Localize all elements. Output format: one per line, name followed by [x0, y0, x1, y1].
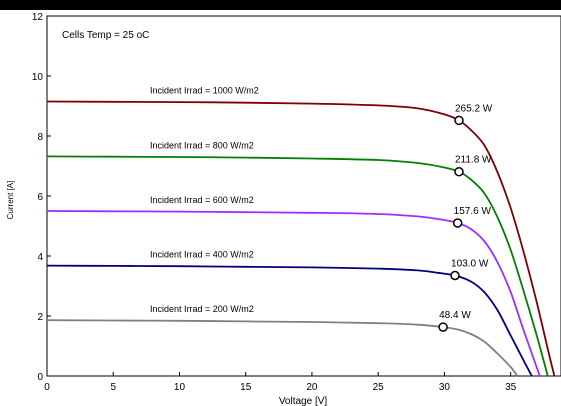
x-tick-label: 25	[373, 382, 385, 393]
y-tick-label: 12	[32, 12, 44, 23]
y-tick-label: 0	[37, 372, 43, 383]
x-tick-label: 10	[174, 382, 186, 393]
y-tick-label: 10	[32, 72, 44, 83]
y-axis-label: Current [A]	[6, 181, 15, 220]
x-tick-label: 20	[306, 382, 318, 393]
x-axis-label: Voltage [V]	[279, 396, 328, 406]
x-tick-label: 35	[505, 382, 517, 393]
mpp-power-label: 48.4 W	[439, 310, 471, 321]
series-line	[46, 264, 533, 377]
series-name-label: Incident Irrad = 400 W/m2	[150, 250, 254, 260]
top-black-bar	[0, 0, 561, 10]
mpp-power-label: 103.0 W	[451, 259, 489, 270]
mpp-point	[452, 218, 463, 228]
series-name-label: Incident Irrad = 1000 W/m2	[150, 86, 259, 96]
x-tick-label: 30	[439, 382, 451, 393]
mpp-power-label: 157.6 W	[454, 206, 492, 217]
mpp-power-label: 211.8 W	[455, 155, 492, 166]
x-tick-label: 0	[44, 382, 50, 393]
mpp-markers	[438, 115, 464, 332]
series-name-label: Incident Irrad = 600 W/m2	[150, 195, 254, 205]
series-line	[46, 210, 541, 377]
axis-ticks: 0 5 10 15 20 25 30 35 0 2 4 6 8 10 12	[32, 12, 517, 393]
mpp-point	[454, 166, 464, 177]
y-tick-label: 4	[37, 252, 43, 263]
chart-annotation: Cells Temp = 25 oC	[62, 30, 149, 41]
x-tick-label: 5	[110, 382, 116, 393]
curve-labels: Incident Irrad = 1000 W/m2 265.2 W Inciden…	[150, 86, 493, 322]
mpp-point	[450, 270, 460, 281]
mpp-point	[438, 322, 448, 332]
y-tick-label: 6	[37, 192, 43, 203]
series-name-label: Incident Irrad = 200 W/m2	[150, 304, 254, 314]
series-line	[46, 319, 519, 377]
x-tick-label: 15	[240, 382, 252, 393]
series-line	[46, 155, 549, 377]
mpp-power-label: 265.2 W	[455, 103, 493, 114]
series-name-label: Incident Irrad = 800 W/m2	[150, 140, 254, 150]
mpp-point	[454, 115, 464, 126]
y-tick-label: 2	[37, 312, 43, 323]
y-tick-label: 8	[37, 132, 43, 143]
